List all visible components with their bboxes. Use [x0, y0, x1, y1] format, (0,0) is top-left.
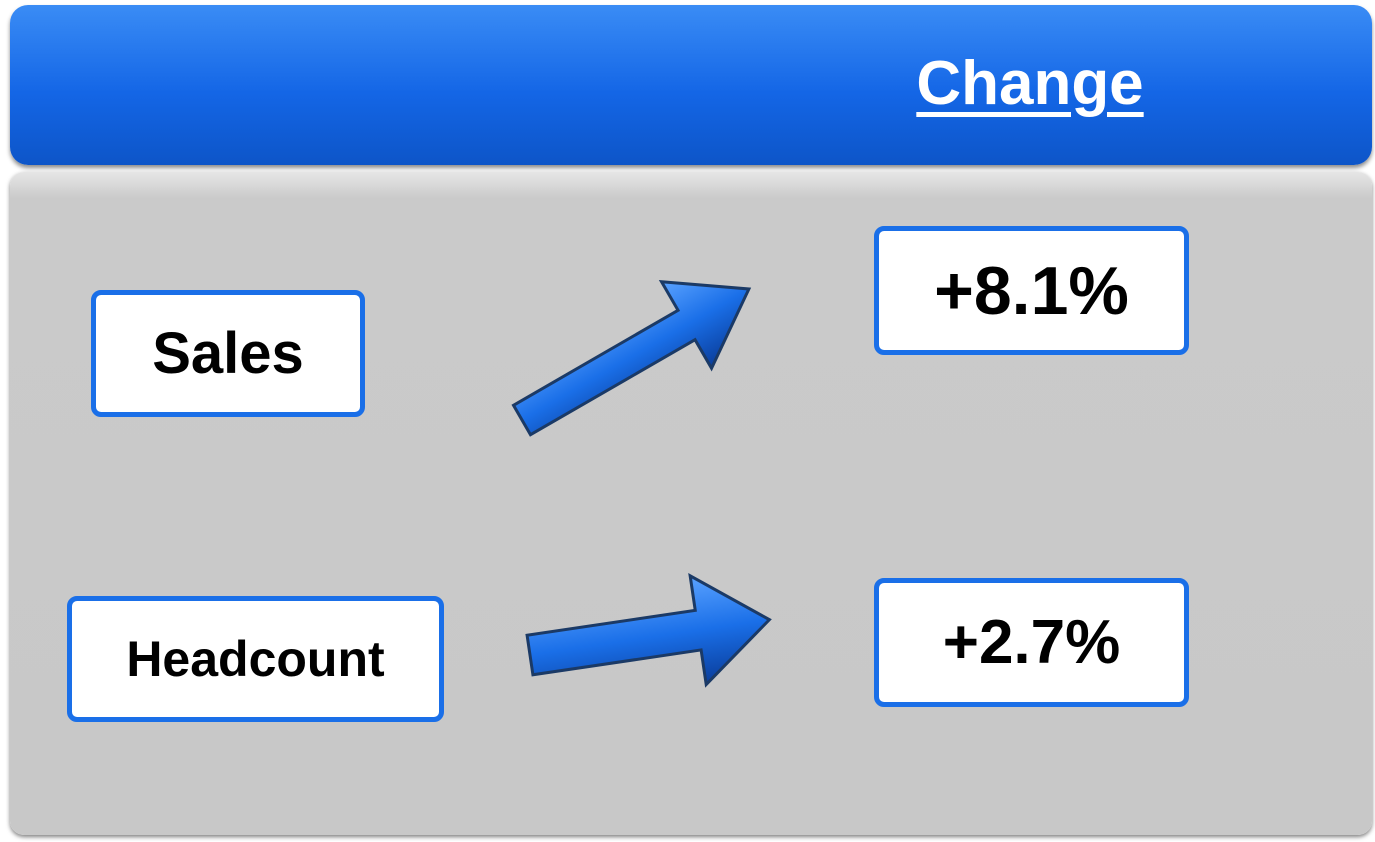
arrow: [511, 279, 752, 437]
header-bar: [10, 5, 1372, 165]
row-change: +2.7%: [874, 578, 1189, 707]
row-label: Sales: [91, 290, 365, 417]
arrow: [525, 572, 772, 688]
row-change: +8.1%: [874, 226, 1189, 355]
header-title: Change: [916, 49, 1144, 118]
row-label: Headcount: [67, 596, 444, 722]
